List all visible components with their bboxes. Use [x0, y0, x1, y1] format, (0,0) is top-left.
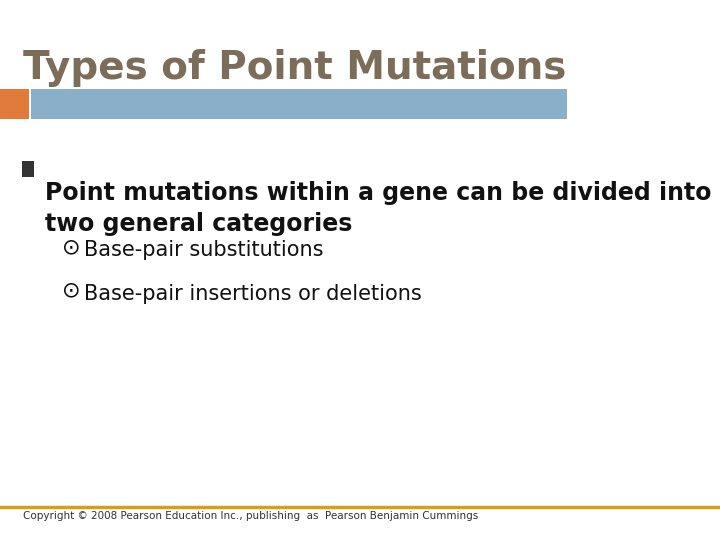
Text: Types of Point Mutations: Types of Point Mutations [22, 49, 566, 86]
FancyBboxPatch shape [31, 89, 567, 119]
Text: Point mutations within a gene can be divided into
two general categories: Point mutations within a gene can be div… [45, 181, 712, 237]
Text: Base-pair substitutions: Base-pair substitutions [84, 240, 323, 260]
Text: Copyright © 2008 Pearson Education Inc., publishing  as  Pearson Benjamin Cummin: Copyright © 2008 Pearson Education Inc.,… [22, 511, 478, 521]
Text: ⊙: ⊙ [63, 238, 81, 258]
Text: Base-pair insertions or deletions: Base-pair insertions or deletions [84, 284, 422, 303]
FancyBboxPatch shape [0, 89, 30, 119]
Text: ⊙: ⊙ [63, 281, 81, 301]
FancyBboxPatch shape [22, 161, 34, 177]
